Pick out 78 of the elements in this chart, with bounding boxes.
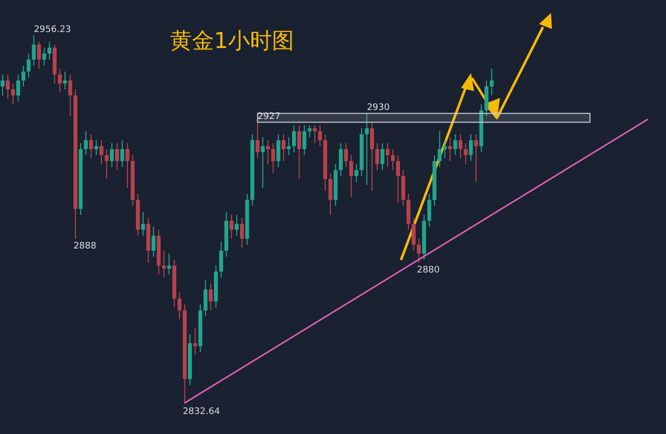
candlestick <box>344 142 348 168</box>
candlestick <box>141 211 146 236</box>
candlestick <box>26 53 31 78</box>
text: 2930 <box>366 103 390 114</box>
candlestick <box>276 134 280 168</box>
candlestick <box>47 41 52 60</box>
candlestick <box>21 65 26 87</box>
candlestick <box>448 136 452 162</box>
text: 2927 <box>258 112 280 122</box>
candlestick <box>328 172 332 216</box>
candlestick <box>308 124 312 138</box>
candlestick <box>204 280 208 317</box>
text: 2832.64 <box>182 406 220 417</box>
candlestick <box>271 142 276 174</box>
candlestick <box>230 214 234 240</box>
candlestick <box>120 140 124 168</box>
candlestick <box>406 193 410 230</box>
candlestick <box>152 226 156 258</box>
candlestick <box>396 154 400 204</box>
candlestick <box>412 217 416 252</box>
candlestick <box>178 292 182 320</box>
candlestick <box>100 140 104 165</box>
candlestick <box>292 124 296 153</box>
candlestick <box>89 134 94 159</box>
candlestick <box>282 134 286 162</box>
candlestick <box>104 148 109 180</box>
candlestick <box>6 74 10 99</box>
candlestick <box>354 164 358 182</box>
candlestick <box>208 283 213 311</box>
candlestick <box>260 136 265 188</box>
candlestick <box>474 134 478 182</box>
candlestick <box>370 122 374 192</box>
candlestick <box>219 241 224 278</box>
candlestick <box>427 193 432 228</box>
candlestick <box>349 154 354 198</box>
candlestick <box>297 124 302 180</box>
candlestick <box>11 82 15 105</box>
candlestick <box>68 74 72 117</box>
candlestick <box>110 142 114 168</box>
candlestick <box>193 328 198 356</box>
candlestick <box>390 148 395 171</box>
chart-title: 黄金1小时图 <box>170 28 294 56</box>
candlestick <box>32 34 36 66</box>
text: 2956.23 <box>34 24 72 35</box>
candlestick <box>386 142 390 168</box>
candlestick <box>442 140 447 159</box>
candlestick <box>16 74 20 102</box>
candlestick <box>468 134 473 162</box>
candlestick <box>84 130 88 156</box>
candlestick <box>58 68 62 93</box>
candlestick <box>42 47 46 66</box>
candlestick <box>0 74 5 96</box>
candlestick <box>37 41 41 70</box>
candlestick <box>364 112 369 186</box>
candlestick <box>416 238 421 264</box>
candlestick <box>240 217 244 248</box>
candlestick <box>234 214 239 236</box>
candlestick <box>401 170 406 206</box>
candlestick <box>375 142 380 171</box>
candlestick <box>318 124 322 147</box>
text: 2888 <box>73 242 96 252</box>
candlestick <box>438 130 442 168</box>
candlestick <box>256 122 260 159</box>
text: 2880 <box>416 265 440 276</box>
candlestick <box>266 140 270 165</box>
candlestick <box>126 142 130 188</box>
candlestick <box>162 250 166 278</box>
candlestick <box>338 142 343 177</box>
candlestick <box>380 142 384 171</box>
candlestick <box>484 80 488 117</box>
candlestick <box>464 142 468 165</box>
candlestick <box>453 134 458 156</box>
candlestick <box>302 124 306 156</box>
candlestick <box>115 142 120 171</box>
candlestick <box>167 253 172 276</box>
candlestick <box>490 68 494 96</box>
candlestick <box>458 134 462 159</box>
candlestick <box>63 71 67 90</box>
